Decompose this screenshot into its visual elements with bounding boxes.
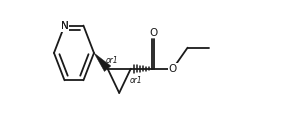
Text: O: O	[169, 64, 177, 74]
Text: N: N	[61, 21, 68, 31]
Text: or1: or1	[130, 76, 142, 85]
Text: or1: or1	[106, 55, 118, 64]
Polygon shape	[94, 53, 111, 71]
Text: O: O	[149, 28, 157, 38]
Text: N: N	[61, 21, 68, 31]
Text: N: N	[61, 21, 68, 31]
